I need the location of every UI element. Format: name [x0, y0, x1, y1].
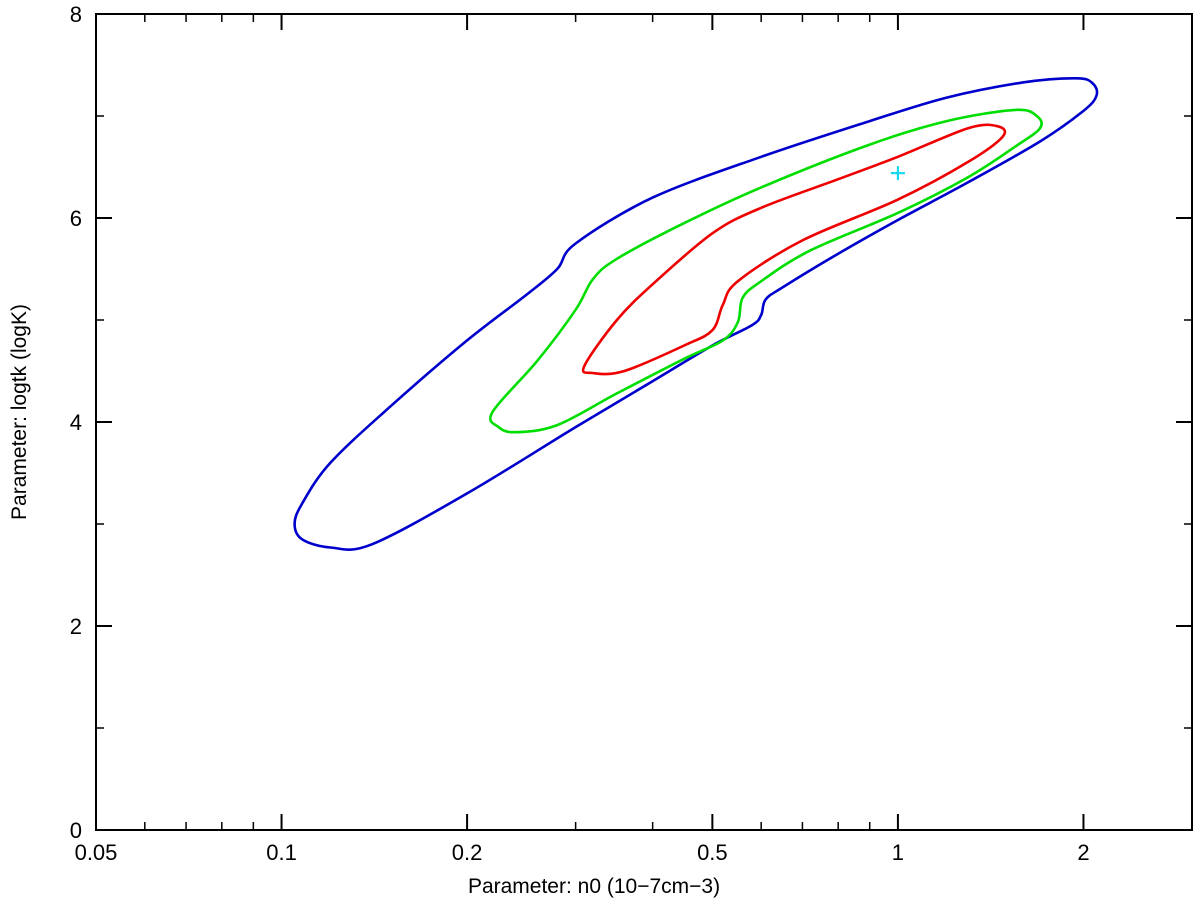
x-tick-label: 2: [1077, 840, 1089, 865]
x-tick-label: 0.5: [697, 840, 728, 865]
y-axis: 0 2 4 6 8: [70, 2, 1192, 843]
y-tick-label: 6: [70, 206, 82, 231]
x-tick-label: 0.1: [266, 840, 297, 865]
y-axis-label: Parameter: logtk (logK): [8, 304, 31, 520]
x-tick-label: 0.2: [452, 840, 483, 865]
x-axis: 0.05 0.1 0.2 0.5 1 2: [75, 14, 1090, 865]
contour-line-3: [581, 123, 1007, 376]
y-tick-label: 4: [70, 410, 82, 435]
y-tick-label: 0: [70, 818, 82, 843]
y-tick-label: 2: [70, 614, 82, 639]
x-tick-label: 1: [892, 840, 904, 865]
x-axis-label: Parameter: n0 (10−7cm−3): [468, 875, 720, 898]
confidence-contours: [293, 76, 1099, 551]
best-fit-marker: [890, 166, 905, 181]
plot-frame: [95, 13, 1193, 831]
contour-line-1: [293, 76, 1099, 551]
contour-line-2: [489, 108, 1043, 434]
y-tick-label: 8: [70, 2, 82, 27]
x-tick-label: 0.05: [75, 840, 118, 865]
